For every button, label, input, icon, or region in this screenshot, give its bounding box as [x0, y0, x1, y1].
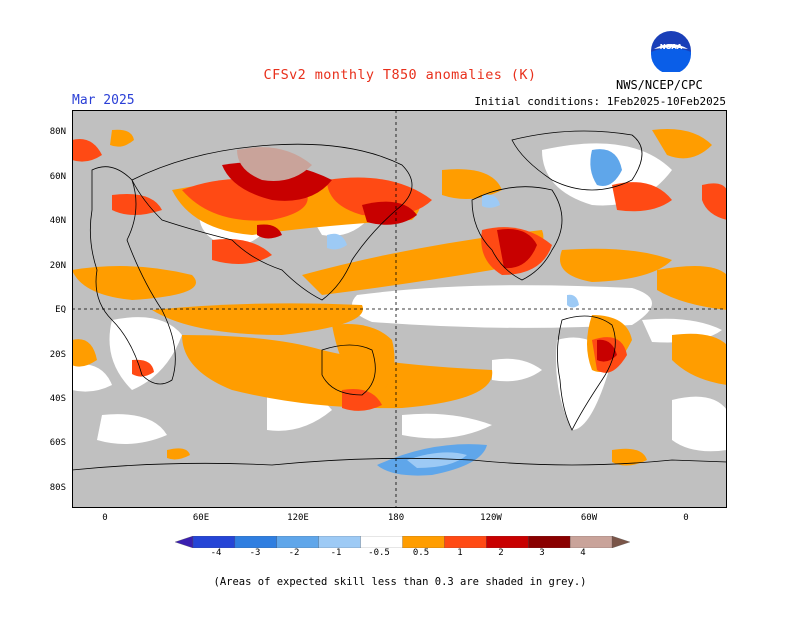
coastlines: [72, 130, 727, 471]
noaa-logo-icon: NOAA: [651, 31, 691, 72]
lon-label: 60W: [580, 513, 598, 523]
anomaly-brown-areas: [237, 147, 312, 181]
colorbar-cell: [192, 536, 236, 548]
colorbar: [175, 536, 630, 548]
lon-label: 0: [683, 513, 689, 523]
colorbar-cell: [276, 536, 320, 548]
colorbar-cell: [486, 536, 529, 548]
colorbar-cell: [318, 536, 362, 548]
lon-label: 120W: [480, 513, 502, 523]
colorbar-label: -1: [330, 548, 342, 558]
map-frame: [72, 110, 727, 508]
valid-month-label: Mar 2025: [72, 93, 135, 108]
colorbar-cell: [175, 536, 194, 548]
colorbar-label: 0.5: [412, 548, 430, 558]
lat-label: 60S: [49, 438, 66, 448]
lon-label: 0: [102, 513, 108, 523]
colorbar-label: 1: [457, 548, 463, 558]
colorbar-cell: [360, 536, 404, 548]
colorbar-label: -2: [288, 548, 300, 558]
lat-label: 20S: [49, 350, 66, 360]
lat-label: 60N: [49, 172, 66, 182]
anomaly-map: [72, 110, 727, 508]
colorbar-cell: [528, 536, 571, 548]
lat-label: 20N: [49, 261, 66, 271]
map-title: CFSv2 monthly T850 anomalies (K): [263, 67, 537, 83]
anomaly-orange-areas: [72, 129, 727, 466]
colorbar-label: 2: [498, 548, 504, 558]
anomaly-blue-areas: [327, 149, 622, 476]
colorbar-cell: [444, 536, 487, 548]
colorbar-cells: [175, 536, 630, 548]
colorbar-cell: [234, 536, 278, 548]
skill-footnote: (Areas of expected skill less than 0.3 a…: [213, 576, 587, 588]
colorbar-label: -0.5: [368, 548, 390, 558]
lon-label: 120E: [287, 513, 309, 523]
colorbar-cell: [611, 536, 630, 548]
initial-conditions-label: Initial conditions: 1Feb2025-10Feb2025: [474, 95, 726, 108]
colorbar-label: 3: [539, 548, 545, 558]
agency-label: NWS/NCEP/CPC: [616, 78, 703, 92]
anomaly-red-areas: [72, 139, 727, 411]
svg-text:NOAA: NOAA: [660, 43, 683, 51]
colorbar-label: -4: [210, 548, 222, 558]
colorbar-cell: [402, 536, 446, 548]
lon-label: 180: [387, 513, 405, 523]
lon-label: 60E: [192, 513, 210, 523]
lat-label: 40N: [49, 216, 66, 226]
lat-label: 80N: [49, 127, 66, 137]
lat-label: EQ: [55, 305, 66, 315]
colorbar-label: 4: [580, 548, 586, 558]
colorbar-cell: [569, 536, 613, 548]
lat-label: 80S: [49, 483, 66, 493]
lat-label: 40S: [49, 394, 66, 404]
colorbar-label: -3: [249, 548, 261, 558]
